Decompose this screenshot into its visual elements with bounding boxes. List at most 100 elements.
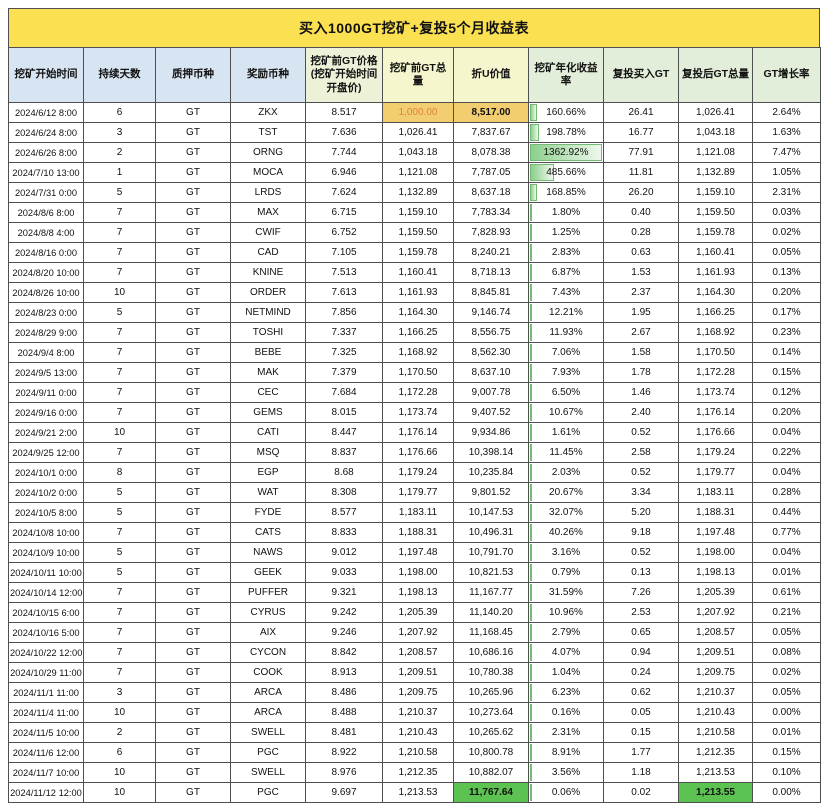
cell-post_gt: 1,205.39 [678,582,753,603]
cell-stake: GT [155,622,231,643]
cell-apy: 0.06% [528,782,604,803]
cell-growth: 0.10% [752,762,821,783]
apy-data-bar [530,324,532,341]
cell-days: 7 [83,582,156,603]
cell-reinvest: 1.95 [603,302,679,323]
cell-days: 7 [83,362,156,383]
cell-stake: GT [155,122,231,143]
cell-apy: 1.04% [528,662,604,683]
apy-data-bar [530,344,532,361]
cell-pre_gt: 1,121.08 [382,162,454,183]
cell-stake: GT [155,682,231,703]
cell-reward: MAK [230,362,306,383]
table-row: 2024/9/25 12:00 7 GT MSQ 8.837 1,176.66 10,398… [8,442,821,463]
cell-growth: 0.01% [752,722,821,743]
apy-data-bar [530,604,532,621]
cell-apy: 2.83% [528,242,604,263]
cell-u_value: 9,007.78 [453,382,529,403]
cell-pre_gt: 1,179.77 [382,482,454,503]
cell-pre_gt: 1,205.39 [382,602,454,623]
cell-reinvest: 16.77 [603,122,679,143]
cell-u_value: 10,496.31 [453,522,529,543]
cell-apy: 4.07% [528,642,604,663]
cell-start: 2024/9/5 13:00 [8,362,84,383]
cell-stake: GT [155,702,231,723]
apy-data-bar [530,584,532,601]
table-row: 2024/11/4 11:00 10 GT ARCA 8.488 1,210.37 10,2… [8,702,821,723]
table-row: 2024/8/6 8:00 7 GT MAX 6.715 1,159.10 7,783.34… [8,202,821,223]
cell-u_value: 10,265.96 [453,682,529,703]
cell-days: 7 [83,322,156,343]
table-title: 买入1000GT挖矿+复投5个月收益表 [8,8,820,47]
cell-price: 8.308 [305,482,383,503]
cell-u_value: 10,273.64 [453,702,529,723]
cell-stake: GT [155,722,231,743]
cell-post_gt: 1,172.28 [678,362,753,383]
cell-post_gt: 1,168.92 [678,322,753,343]
cell-growth: 2.64% [752,102,821,123]
apy-data-bar [530,384,532,401]
apy-value: 160.66% [546,107,586,118]
cell-growth: 0.02% [752,662,821,683]
cell-u_value: 10,800.78 [453,742,529,763]
cell-post_gt: 1,183.11 [678,482,753,503]
cell-pre_gt: 1,164.30 [382,302,454,323]
cell-pre_gt: 1,166.25 [382,322,454,343]
apy-data-bar [530,244,532,261]
cell-reinvest: 0.63 [603,242,679,263]
cell-start: 2024/10/2 0:00 [8,482,84,503]
cell-post_gt: 1,207.92 [678,602,753,623]
cell-reward: CAD [230,242,306,263]
cell-price: 8.837 [305,442,383,463]
cell-post_gt: 1,176.14 [678,402,753,423]
cell-days: 3 [83,122,156,143]
cell-u_value: 9,407.52 [453,402,529,423]
cell-days: 5 [83,502,156,523]
apy-value: 168.85% [546,187,586,198]
cell-stake: GT [155,322,231,343]
cell-price: 6.715 [305,202,383,223]
cell-days: 2 [83,722,156,743]
cell-post_gt: 1,166.25 [678,302,753,323]
apy-value: 485.66% [546,167,586,178]
cell-reinvest: 11.81 [603,162,679,183]
cell-pre_gt: 1,197.48 [382,542,454,563]
cell-start: 2024/10/5 8:00 [8,502,84,523]
apy-data-bar [530,264,532,281]
cell-growth: 1.05% [752,162,821,183]
apy-value: 10.67% [549,407,583,418]
table-row: 2024/6/26 8:00 2 GT ORNG 7.744 1,043.18 8,078.… [8,142,821,163]
cell-price: 9.033 [305,562,383,583]
cell-price: 8.922 [305,742,383,763]
cell-price: 8.015 [305,402,383,423]
cell-start: 2024/6/12 8:00 [8,102,84,123]
cell-reinvest: 5.20 [603,502,679,523]
cell-u_value: 11,767.64 [453,782,529,803]
cell-reinvest: 2.53 [603,602,679,623]
cell-start: 2024/11/12 12:00 [8,782,84,803]
cell-apy: 198.78% [528,122,604,143]
cell-pre_gt: 1,170.50 [382,362,454,383]
cell-apy: 2.79% [528,622,604,643]
table-row: 2024/7/31 0:00 5 GT LRDS 7.624 1,132.89 8,637.… [8,182,821,203]
apy-value: 6.87% [551,267,581,278]
cell-u_value: 8,637.10 [453,362,529,383]
cell-apy: 31.59% [528,582,604,603]
cell-price: 9.242 [305,602,383,623]
cell-reward: CATS [230,522,306,543]
apy-value: 6.50% [551,387,581,398]
cell-reward: TST [230,122,306,143]
cell-post_gt: 1,179.24 [678,442,753,463]
apy-data-bar [530,524,532,541]
cell-u_value: 11,140.20 [453,602,529,623]
cell-reward: NAWS [230,542,306,563]
cell-stake: GT [155,402,231,423]
cell-growth: 0.15% [752,742,821,763]
apy-data-bar [530,124,539,141]
column-header-post_gt: 复投后GT总量 [678,47,753,103]
cell-price: 7.379 [305,362,383,383]
cell-growth: 0.22% [752,442,821,463]
cell-reward: CWIF [230,222,306,243]
cell-price: 8.517 [305,102,383,123]
apy-value: 32.07% [549,507,583,518]
